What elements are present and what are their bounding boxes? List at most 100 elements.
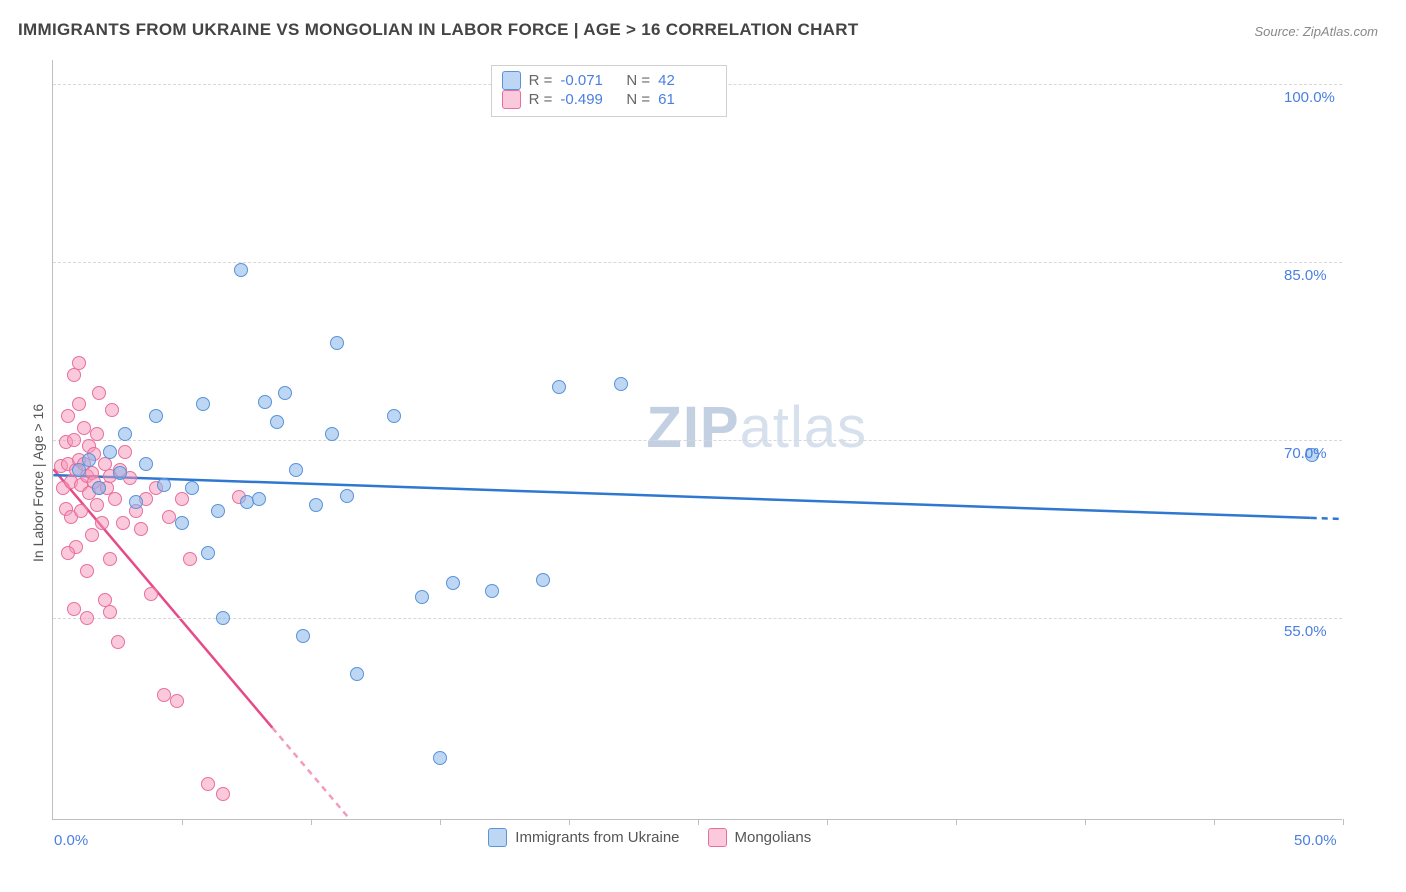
x-tick	[440, 819, 441, 825]
data-point-ukraine	[185, 481, 199, 495]
data-point-mongolians	[82, 486, 96, 500]
swatch-mongolians	[708, 828, 727, 847]
data-point-mongolians	[175, 492, 189, 506]
data-point-mongolians	[108, 492, 122, 506]
data-point-ukraine	[350, 667, 364, 681]
data-point-mongolians	[105, 403, 119, 417]
y-tick-label: 100.0%	[1284, 89, 1335, 106]
data-point-ukraine	[330, 336, 344, 350]
data-point-mongolians	[129, 504, 143, 518]
data-point-ukraine	[278, 386, 292, 400]
x-tick-label: 0.0%	[54, 832, 88, 849]
r-label: R =	[529, 91, 553, 108]
series-legend: Immigrants from Ukraine Mongolians	[488, 828, 811, 847]
x-tick	[698, 819, 699, 825]
data-point-mongolians	[116, 516, 130, 530]
watermark: ZIPatlas	[646, 394, 867, 461]
data-point-mongolians	[56, 481, 70, 495]
data-point-mongolians	[64, 475, 78, 489]
data-point-mongolians	[69, 540, 83, 554]
data-point-mongolians	[183, 552, 197, 566]
data-point-ukraine	[240, 495, 254, 509]
gridline	[53, 262, 1342, 263]
data-point-mongolians	[59, 502, 73, 516]
data-point-mongolians	[61, 546, 75, 560]
data-point-mongolians	[61, 409, 75, 423]
data-point-mongolians	[72, 356, 86, 370]
data-point-ukraine	[149, 409, 163, 423]
y-axis-label: In Labor Force | Age > 16	[30, 403, 46, 561]
data-point-mongolians	[149, 481, 163, 495]
data-point-ukraine	[92, 481, 106, 495]
x-tick	[827, 819, 828, 825]
data-point-mongolians	[98, 593, 112, 607]
legend-label-mongolians: Mongolians	[735, 829, 812, 846]
data-point-ukraine	[415, 590, 429, 604]
data-point-mongolians	[103, 552, 117, 566]
swatch-mongolians	[502, 90, 521, 109]
data-point-ukraine	[289, 463, 303, 477]
data-point-mongolians	[69, 463, 83, 477]
data-point-mongolians	[72, 397, 86, 411]
data-point-mongolians	[111, 635, 125, 649]
data-point-ukraine	[270, 415, 284, 429]
data-point-mongolians	[92, 386, 106, 400]
legend-label-ukraine: Immigrants from Ukraine	[515, 829, 679, 846]
data-point-mongolians	[134, 522, 148, 536]
data-point-mongolians	[77, 457, 91, 471]
data-point-ukraine	[258, 395, 272, 409]
watermark-prefix: ZIP	[646, 395, 739, 460]
n-value-mongolians: 61	[658, 91, 716, 108]
data-point-ukraine	[103, 445, 117, 459]
data-point-mongolians	[80, 469, 94, 483]
data-point-mongolians	[103, 469, 117, 483]
legend-row-mongolians: R = -0.499 N = 61	[502, 90, 717, 109]
data-point-mongolians	[67, 602, 81, 616]
x-tick	[1085, 819, 1086, 825]
data-point-mongolians	[77, 421, 91, 435]
data-point-mongolians	[85, 466, 99, 480]
data-point-mongolians	[201, 777, 215, 791]
data-point-mongolians	[61, 457, 75, 471]
data-point-ukraine	[234, 263, 248, 277]
y-tick-label: 70.0%	[1284, 445, 1327, 462]
chart-title: IMMIGRANTS FROM UKRAINE VS MONGOLIAN IN …	[18, 20, 859, 40]
data-point-ukraine	[552, 380, 566, 394]
data-point-ukraine	[309, 498, 323, 512]
data-point-ukraine	[211, 504, 225, 518]
data-point-mongolians	[139, 492, 153, 506]
data-point-mongolians	[118, 445, 132, 459]
gridline	[53, 618, 1342, 619]
x-tick-label: 50.0%	[1294, 832, 1337, 849]
data-point-mongolians	[64, 510, 78, 524]
data-point-mongolians	[87, 475, 101, 489]
data-point-mongolians	[123, 471, 137, 485]
data-point-ukraine	[196, 397, 210, 411]
data-point-mongolians	[232, 490, 246, 504]
data-point-ukraine	[72, 463, 86, 477]
data-point-mongolians	[170, 694, 184, 708]
data-point-ukraine	[113, 466, 127, 480]
gridline	[53, 440, 1342, 441]
data-point-mongolians	[98, 457, 112, 471]
data-point-ukraine	[433, 751, 447, 765]
data-point-ukraine	[446, 576, 460, 590]
data-point-ukraine	[201, 546, 215, 560]
y-tick-label: 85.0%	[1284, 267, 1327, 284]
data-point-ukraine	[296, 629, 310, 643]
x-tick	[1214, 819, 1215, 825]
data-point-mongolians	[103, 605, 117, 619]
data-point-ukraine	[139, 457, 153, 471]
data-point-ukraine	[325, 427, 339, 441]
plot-area: ZIPatlas	[52, 60, 1342, 820]
n-label: N =	[626, 91, 650, 108]
r-value-ukraine: -0.071	[560, 72, 618, 89]
data-point-ukraine	[340, 489, 354, 503]
r-value-mongolians: -0.499	[560, 91, 618, 108]
r-label: R =	[529, 72, 553, 89]
data-point-ukraine	[614, 377, 628, 391]
data-point-mongolians	[90, 498, 104, 512]
data-point-ukraine	[175, 516, 189, 530]
n-label: N =	[626, 72, 650, 89]
data-point-mongolians	[95, 516, 109, 530]
